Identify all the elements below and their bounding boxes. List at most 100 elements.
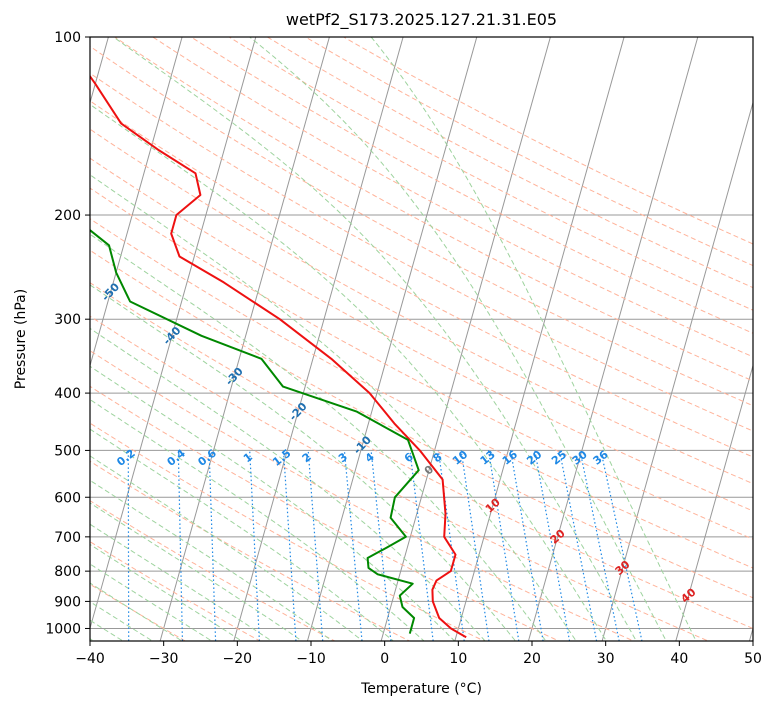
reference-line-labels: 0.10.20.40.611.52346810131620253036-100-… <box>39 233 699 605</box>
plot-area: 0.10.20.40.611.52346810131620253036-100-… <box>39 37 753 641</box>
moist-adiabat <box>90 398 425 641</box>
x-tick-label: −10 <box>296 651 326 667</box>
y-tick-label: 800 <box>54 564 81 580</box>
x-axis-label: Temperature (°C) <box>360 681 482 697</box>
dry-adiabat-label: -40 <box>160 324 183 348</box>
dry-adiabat <box>90 385 560 641</box>
mixing-ratio-lines <box>127 450 643 641</box>
dry-adiabat <box>90 541 262 641</box>
y-tick-label: 100 <box>54 30 81 46</box>
mixing-ratio-line <box>579 450 620 641</box>
moist-adiabat <box>90 233 547 641</box>
isotherm-line <box>380 37 551 641</box>
dry-adiabat <box>190 37 753 334</box>
dry-adiabat-label: -60 <box>39 233 62 257</box>
moist-adiabat <box>90 284 517 641</box>
x-tick-label: 50 <box>744 651 762 667</box>
dry-adiabat <box>90 157 753 512</box>
isotherm-line <box>601 100 753 641</box>
dry-adiabat <box>90 128 753 485</box>
dry-adiabat <box>90 218 753 569</box>
mixing-ratio-line <box>307 450 324 641</box>
isotherm-gridlines <box>90 37 753 641</box>
y-tick-label: 300 <box>54 312 81 328</box>
dry-adiabat <box>90 282 753 630</box>
x-axis-ticks: −40 −30 −20 −10 0 10 20 30 40 50 <box>75 641 762 667</box>
y-tick-label: 400 <box>54 386 81 402</box>
moist-adiabat <box>90 174 577 641</box>
mixing-ratio-line <box>249 450 260 641</box>
dry-adiabats <box>90 37 753 641</box>
x-tick-label: 40 <box>670 651 688 667</box>
mixing-ratio-line <box>177 450 184 641</box>
dry-adiabat-label: -50 <box>99 280 122 304</box>
dry-adiabat <box>90 422 486 641</box>
y-tick-label: 500 <box>54 443 81 459</box>
dry-adiabat-label: -30 <box>223 365 246 389</box>
mixing-ratio-line <box>487 450 520 641</box>
dry-adiabat <box>90 315 710 641</box>
isotherm-line <box>306 37 478 641</box>
y-tick-label: 1000 <box>45 621 81 637</box>
mixing-ratio-label: 8 <box>430 450 444 465</box>
moist-adiabat <box>90 428 395 641</box>
x-tick-label: 10 <box>449 651 467 667</box>
isotherm-line <box>675 363 753 641</box>
moist-adiabat-label: 40 <box>678 585 698 605</box>
moist-adiabat <box>90 523 273 641</box>
isotherm-line <box>159 37 330 641</box>
moist-adiabat <box>90 103 607 641</box>
x-tick-label: −30 <box>149 651 179 667</box>
dry-adiabat <box>90 72 753 432</box>
dry-adiabat <box>151 37 753 358</box>
mixing-ratio-label: 1 <box>241 450 255 465</box>
dry-adiabat-label: -20 <box>287 400 310 424</box>
dry-adiabat <box>90 45 753 407</box>
isotherm-line <box>90 37 183 368</box>
mixing-ratio-line <box>208 450 217 641</box>
dewpoint-line <box>90 228 420 634</box>
y-axis-label: Pressure (hPa) <box>13 289 29 389</box>
x-tick-label: 0 <box>380 651 389 667</box>
mixing-ratio-line <box>343 450 363 641</box>
dry-adiabat <box>90 500 336 641</box>
y-tick-label: 600 <box>54 490 81 506</box>
plot-frame <box>89 36 754 642</box>
dry-adiabat <box>90 100 753 458</box>
mixing-ratio-label: 2 <box>300 450 314 465</box>
y-tick-label: 200 <box>54 208 81 224</box>
x-tick-label: −40 <box>75 651 105 667</box>
dry-adiabat <box>90 583 187 641</box>
isotherm-line <box>748 626 753 641</box>
moist-adiabat <box>90 502 303 641</box>
mixing-ratio-line <box>510 450 544 641</box>
y-axis-ticks: 100 200 300 400 500 600 700 800 900 1000 <box>45 30 90 637</box>
isotherm-line <box>454 37 625 641</box>
dry-adiabat <box>266 37 753 289</box>
dry-adiabat <box>113 37 753 382</box>
isotherm-line <box>527 37 699 641</box>
moist-adiabat <box>90 455 364 641</box>
y-tick-label: 900 <box>54 594 81 610</box>
mixing-ratio-line <box>282 450 297 641</box>
moist-adiabat <box>113 37 637 641</box>
x-tick-label: −20 <box>223 651 253 667</box>
moist-adiabat <box>370 37 697 641</box>
temperature-line <box>90 74 467 639</box>
isotherm-line <box>233 37 404 641</box>
mixing-ratio-label: 0.4 <box>165 446 189 468</box>
mixing-ratio-label: 4 <box>363 450 377 465</box>
dry-adiabat <box>90 249 753 599</box>
moist-adiabat <box>90 479 334 641</box>
moist-adiabat <box>90 365 456 641</box>
dry-adiabat <box>228 37 753 311</box>
x-tick-label: 30 <box>597 651 615 667</box>
sounding-series <box>90 74 467 639</box>
mixing-ratio-line <box>600 450 643 641</box>
moist-adiabat-label: 10 <box>483 496 503 516</box>
x-tick-label: 20 <box>523 651 541 667</box>
moist-adiabat-label: 20 <box>548 527 568 547</box>
y-tick-label: 700 <box>54 530 81 546</box>
moist-adiabat <box>90 327 486 641</box>
